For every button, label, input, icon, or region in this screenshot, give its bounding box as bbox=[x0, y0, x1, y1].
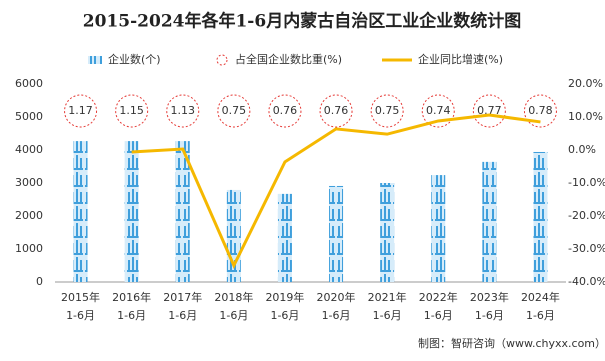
y-tick-label: 0 bbox=[36, 275, 43, 288]
x-tick-label: 2022年 1-6月 bbox=[419, 290, 458, 322]
x-tick-label: 2020年 1-6月 bbox=[317, 290, 356, 322]
ratio-label: 1.17 bbox=[68, 104, 93, 117]
ratio-circle bbox=[217, 94, 251, 128]
ratio-label: 0.78 bbox=[528, 104, 553, 117]
x-tick-line: 2024年 bbox=[521, 290, 560, 304]
bar bbox=[277, 193, 292, 282]
x-tick-line: 1-6月 bbox=[424, 309, 453, 322]
ratio-circle bbox=[64, 94, 98, 128]
x-tick-line: 1-6月 bbox=[168, 309, 197, 322]
ratio-label: 0.76 bbox=[324, 104, 349, 117]
x-tick-line: 1-6月 bbox=[270, 309, 299, 322]
x-tick-line: 1-6月 bbox=[373, 309, 402, 322]
y2-tick-label: 20.0% bbox=[568, 77, 603, 90]
x-tick-line: 2023年 bbox=[470, 290, 509, 304]
legend-swatch bbox=[88, 56, 102, 64]
bar bbox=[124, 141, 139, 282]
ratio-label: 0.75 bbox=[222, 104, 247, 117]
y2-tick-label: -30.0% bbox=[568, 242, 605, 255]
ratio-circle bbox=[319, 94, 353, 128]
x-tick-line: 1-6月 bbox=[117, 309, 146, 322]
x-tick-line: 2022年 bbox=[419, 290, 458, 304]
x-tick-label: 2018年 1-6月 bbox=[214, 290, 253, 322]
ratio-label: 0.77 bbox=[477, 104, 502, 117]
x-tick-label: 2021年 1-6月 bbox=[368, 290, 407, 322]
x-tick-line: 2019年 bbox=[265, 290, 304, 304]
x-tick-label: 2017年 1-6月 bbox=[163, 290, 202, 322]
source: 制图：智研咨询（www.chyxx.com） bbox=[418, 336, 605, 350]
x-tick-line: 2016年 bbox=[112, 290, 151, 304]
x-tick-label: 2023年 1-6月 bbox=[470, 290, 509, 322]
y-tick-label: 4000 bbox=[15, 143, 43, 156]
y2-tick-label: -20.0% bbox=[568, 209, 605, 222]
x-tick-label: 2019年 1-6月 bbox=[265, 290, 304, 322]
bar bbox=[175, 141, 190, 282]
y2-tick-label: 0.0% bbox=[568, 143, 596, 156]
bar bbox=[533, 151, 548, 282]
y2-tick-label: 10.0% bbox=[568, 110, 603, 123]
y-tick-label: 6000 bbox=[15, 77, 43, 90]
ratio-circle bbox=[166, 94, 200, 128]
y2-tick-label: -10.0% bbox=[568, 176, 605, 189]
legend-label: 企业数(个) bbox=[108, 52, 161, 66]
x-tick-label: 2015年 1-6月 bbox=[61, 290, 100, 322]
x-tick-line: 1-6月 bbox=[526, 309, 555, 322]
y-tick-label: 1000 bbox=[15, 242, 43, 255]
ratio-label: 1.15 bbox=[119, 104, 144, 117]
x-tick-line: 2021年 bbox=[368, 290, 407, 304]
growth-line bbox=[131, 113, 541, 270]
bar bbox=[431, 175, 446, 282]
ratio-label: 0.75 bbox=[375, 104, 400, 117]
y-tick-label: 2000 bbox=[15, 209, 43, 222]
x-tick-line: 1-6月 bbox=[475, 309, 504, 322]
bar bbox=[329, 185, 344, 282]
y-tick-label: 5000 bbox=[15, 110, 43, 123]
x-tick-line: 1-6月 bbox=[322, 309, 351, 322]
y-tick-label: 3000 bbox=[15, 176, 43, 189]
bar bbox=[380, 183, 395, 282]
legend-swatch bbox=[216, 54, 228, 66]
x-tick-label: 2016年 1-6月 bbox=[112, 290, 151, 322]
x-tick-line: 1-6月 bbox=[219, 309, 248, 322]
legend-label: 企业同比增速(%) bbox=[418, 52, 503, 66]
x-tick-line: 2015年 bbox=[61, 290, 100, 304]
ratio-circle bbox=[472, 94, 506, 128]
chart-title: 2015-2024年各年1-6月内蒙古自治区工业企业数统计图 bbox=[83, 11, 521, 32]
x-tick-line: 2020年 bbox=[317, 290, 356, 304]
x-tick-line: 2017年 bbox=[163, 290, 202, 304]
ratio-circle bbox=[268, 94, 302, 128]
bar bbox=[482, 161, 497, 282]
x-tick-line: 1-6月 bbox=[66, 309, 95, 322]
y2-tick-label: -40.0% bbox=[568, 275, 605, 288]
ratio-label: 0.76 bbox=[273, 104, 298, 117]
x-tick-label: 2024年 1-6月 bbox=[521, 290, 560, 322]
ratio-label: 0.74 bbox=[426, 104, 451, 117]
ratio-circle bbox=[115, 94, 149, 128]
bar bbox=[73, 141, 88, 282]
x-tick-line: 2018年 bbox=[214, 290, 253, 304]
ratio-label: 1.13 bbox=[171, 104, 196, 117]
ratio-circle bbox=[370, 94, 404, 128]
ratio-circle bbox=[523, 94, 557, 128]
legend-label: 占全国企业数比重(%) bbox=[235, 52, 342, 66]
